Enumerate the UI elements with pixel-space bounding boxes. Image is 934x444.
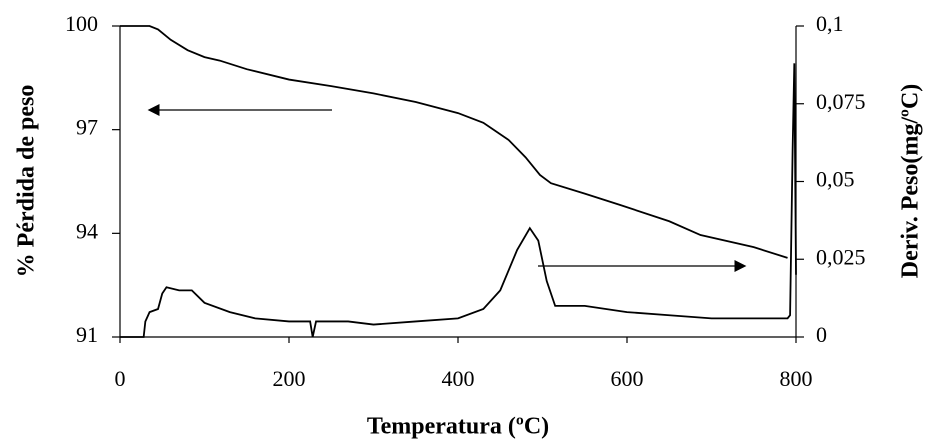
y-tick-label: 100 [65,11,98,36]
x-tick-label: 400 [442,366,475,391]
series-line [120,25,788,259]
y2-axis-label: Deriv. Peso(mg/ºC) [898,84,924,279]
x-tick-label: 200 [273,366,306,391]
y-tick-label: 97 [76,115,98,140]
series-line [120,63,797,338]
x-tick-label: 0 [115,366,126,391]
y-tick-label: 91 [76,322,98,347]
y2-tick-label: 0,025 [816,244,866,269]
y2-tick-label: 0,05 [816,167,855,192]
x-tick-label: 800 [780,366,813,391]
y2-tick-label: 0,1 [816,11,844,36]
y-tick-label: 94 [76,218,98,243]
x-axis-label: Temperatura (ºC) [367,414,549,440]
x-tick-label: 600 [611,366,644,391]
y2-tick-label: 0,075 [816,89,866,114]
y-axis-label: % Pérdida de peso [14,85,40,278]
y2-tick-label: 0 [816,322,827,347]
